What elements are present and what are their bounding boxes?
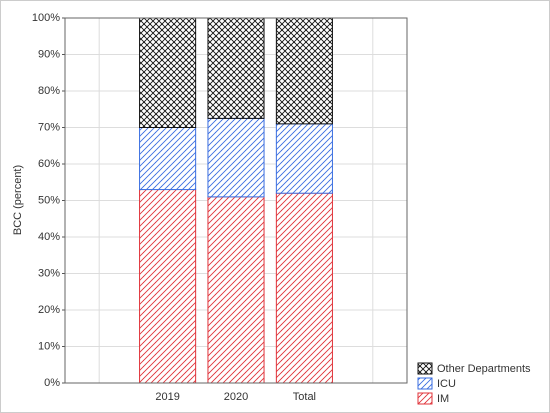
legend-swatch xyxy=(417,392,433,405)
y-tick-label: 30% xyxy=(38,267,60,279)
legend-label: Other Departments xyxy=(437,363,531,375)
bar-segment xyxy=(207,17,265,119)
bar-segment xyxy=(207,117,265,198)
x-tick-label: Total xyxy=(293,391,316,403)
bar-segment xyxy=(139,17,197,128)
y-tick-label: 80% xyxy=(38,85,60,97)
y-tick-label: 0% xyxy=(44,377,60,389)
legend-label: ICU xyxy=(437,378,456,390)
y-tick-label: 100% xyxy=(32,12,60,24)
bar-segment xyxy=(275,123,333,194)
legend-label: IM xyxy=(437,393,449,405)
y-tick-label: 60% xyxy=(38,158,60,170)
legend-swatch xyxy=(417,362,433,375)
legend-swatch xyxy=(417,377,433,390)
y-tick-label: 50% xyxy=(38,194,60,206)
bar-segment xyxy=(139,127,197,191)
x-tick-label: 2020 xyxy=(224,391,248,403)
y-tick-label: 70% xyxy=(38,121,60,133)
y-tick-label: 40% xyxy=(38,231,60,243)
y-tick-label: 10% xyxy=(38,340,60,352)
plot-border xyxy=(64,17,408,384)
y-tick-label: 20% xyxy=(38,304,60,316)
bar-segment xyxy=(275,17,333,125)
bar-segment xyxy=(139,189,197,384)
bar-segment xyxy=(275,192,333,384)
x-tick-label: 2019 xyxy=(155,391,179,403)
y-axis-label: BCC (percent) xyxy=(12,165,24,235)
y-tick-label: 90% xyxy=(38,48,60,60)
bar-segment xyxy=(207,196,265,384)
